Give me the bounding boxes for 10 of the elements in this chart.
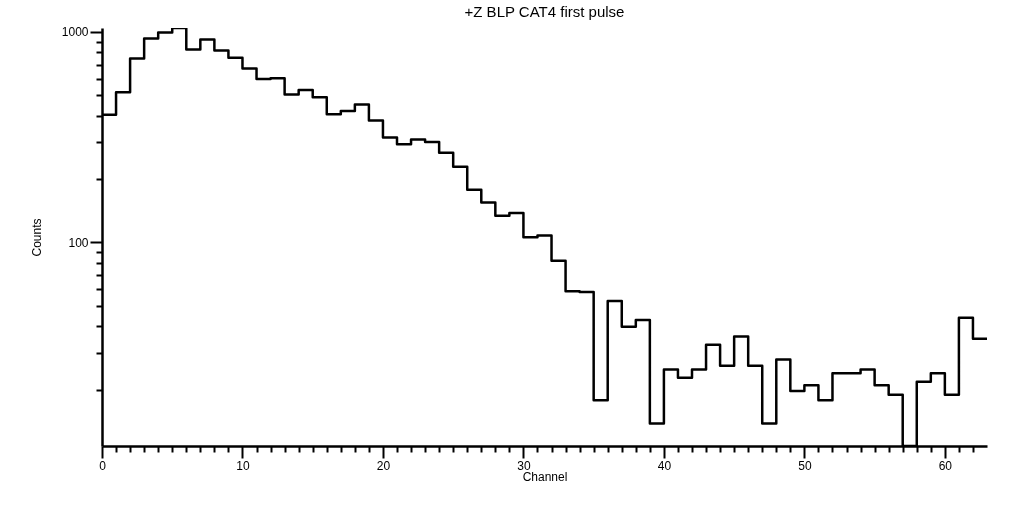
y-tick-label: 100 bbox=[68, 235, 89, 250]
chart-title: +Z BLP CAT4 first pulse bbox=[464, 2, 625, 20]
x-tick-label: 50 bbox=[798, 458, 812, 473]
x-tick-label: 60 bbox=[938, 458, 953, 473]
y-axis-title: Counts bbox=[29, 218, 44, 257]
x-tick-label: 40 bbox=[657, 458, 672, 473]
y-tick-label: 1000 bbox=[61, 25, 89, 40]
x-tick-label: 10 bbox=[236, 458, 250, 473]
x-tick-label: 20 bbox=[376, 458, 391, 473]
x-tick-label: 0 bbox=[99, 458, 107, 473]
